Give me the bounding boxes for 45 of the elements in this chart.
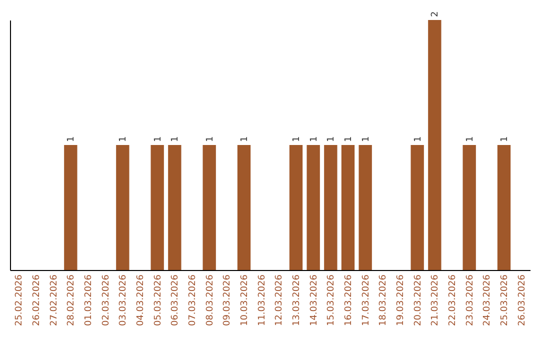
x-tick-label: 25.02.2026	[14, 274, 25, 326]
x-tick-label: 17.03.2026	[361, 274, 372, 326]
data-label: 2	[430, 11, 441, 17]
x-tick-label: 01.03.2026	[84, 274, 94, 326]
x-tick-label: 28.02.2026	[66, 274, 77, 326]
x-tick-label: 08.03.2026	[205, 274, 216, 326]
x-tick-label: 26.03.2026	[517, 274, 528, 326]
x-tick-label: 21.03.2026	[430, 274, 441, 326]
x-tick-label: 11.03.2026	[257, 274, 268, 326]
x-tick-label: 07.03.2026	[188, 274, 198, 326]
data-label: 1	[413, 136, 424, 142]
x-tick-label: 14.03.2026	[309, 274, 320, 326]
x-tick-label: 27.02.2026	[49, 274, 60, 326]
x-tick-label: 22.03.2026	[448, 274, 458, 326]
x-tick-label: 18.03.2026	[378, 274, 389, 326]
x-tick-label: 13.03.2026	[292, 274, 302, 326]
data-label: 1	[361, 136, 372, 142]
x-tick-label: 02.03.2026	[101, 274, 112, 326]
data-label: 1	[500, 136, 510, 142]
data-label: 1	[153, 136, 164, 142]
x-tick-label: 16.03.2026	[344, 274, 354, 326]
x-tick-label: 12.03.2026	[274, 274, 285, 326]
x-tick-label: 04.03.2026	[136, 274, 146, 326]
x-tick-label: 19.03.2026	[396, 274, 406, 326]
x-tick-label: 03.03.2026	[118, 274, 129, 326]
data-label: 1	[309, 136, 320, 142]
x-tick-label: 15.03.2026	[326, 274, 337, 326]
x-tick-label: 23.03.2026	[465, 274, 476, 326]
x-tick-label: 20.03.2026	[413, 274, 424, 326]
data-label: 1	[465, 136, 476, 142]
x-tick-label: 09.03.2026	[222, 274, 233, 326]
data-label: 1	[344, 136, 354, 142]
data-label: 1	[326, 136, 337, 142]
data-label: 1	[205, 136, 216, 142]
data-label: 1	[66, 136, 77, 142]
data-label: 1	[292, 136, 302, 142]
x-tick-label: 10.03.2026	[240, 274, 250, 326]
x-tick-label: 24.03.2026	[482, 274, 493, 326]
x-tick-label: 26.02.2026	[32, 274, 42, 326]
x-tick-label: 05.03.2026	[153, 274, 164, 326]
x-tick-label: 25.03.2026	[500, 274, 510, 326]
data-label: 1	[240, 136, 250, 142]
x-tick-label: 06.03.2026	[170, 274, 181, 326]
data-label: 1	[118, 136, 129, 142]
data-label: 1	[170, 136, 181, 142]
